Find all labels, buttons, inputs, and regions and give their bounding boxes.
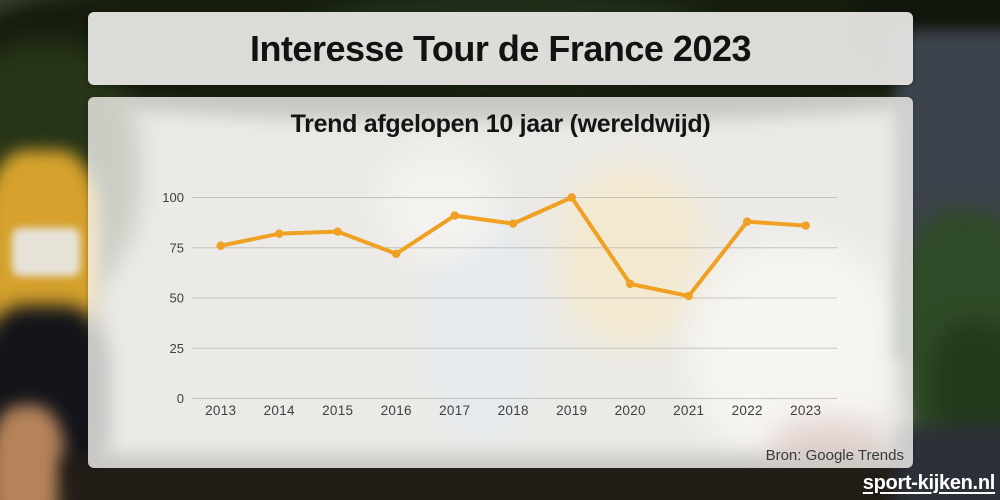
x-tick-label: 2021 — [673, 403, 704, 418]
trend-chart: 0 25 50 75 100 2013 2014 2015 2016 2017 2018 2019 20… — [88, 97, 913, 468]
x-tick-label: 2018 — [498, 403, 529, 418]
x-tick-label: 2017 — [439, 403, 470, 418]
photo-left-rider-leg — [0, 405, 65, 500]
chart-subtitle: Trend afgelopen 10 jaar (wereldwijd) — [290, 110, 711, 138]
y-tick-label: 100 — [162, 190, 184, 205]
x-tick-label: 2020 — [615, 403, 646, 418]
trend-line — [218, 195, 808, 298]
chart-panel: Trend afgelopen 10 jaar (wereldwijd) 0 25… — [88, 97, 913, 468]
y-tick-label: 50 — [170, 291, 184, 306]
data-point — [275, 229, 284, 238]
x-tick-label: 2016 — [381, 403, 412, 418]
y-tick-label: 0 — [177, 391, 184, 406]
y-tick-label: 75 — [170, 240, 184, 255]
x-tick-label: 2023 — [790, 403, 821, 418]
trend-chart-svg: 0 25 50 75 100 2013 2014 2015 2016 2017 2018 2019 20… — [162, 190, 837, 418]
data-point — [450, 211, 459, 220]
data-point — [743, 217, 752, 226]
x-tick-label: 2022 — [732, 403, 763, 418]
watermark-sport-kijken: sport-kijken.nl — [862, 472, 996, 494]
data-point — [567, 193, 576, 202]
photo-left-rider-number — [12, 228, 80, 276]
data-point — [392, 249, 401, 258]
title-panel: Interesse Tour de France 2023 — [88, 12, 913, 85]
y-tick-label: 25 — [170, 341, 184, 356]
x-tick-label: 2014 — [264, 403, 295, 418]
data-point — [333, 227, 342, 236]
x-tick-label: 2013 — [205, 403, 236, 418]
data-point — [509, 219, 518, 228]
data-point — [684, 291, 693, 301]
x-tick-label: 2015 — [322, 403, 353, 418]
data-point — [216, 241, 225, 250]
page-title: Interesse Tour de France 2023 — [249, 27, 752, 69]
source-caption: Bron: Google Trends — [765, 447, 904, 464]
x-tick-label: 2019 — [556, 403, 587, 418]
data-point — [626, 279, 635, 289]
data-point — [801, 221, 810, 230]
